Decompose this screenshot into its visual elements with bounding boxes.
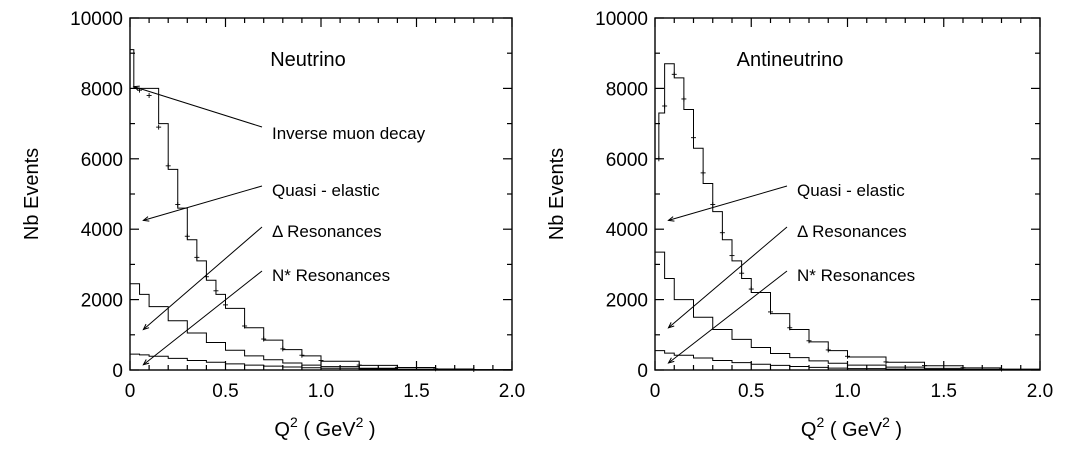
y-axis-title: Nb Events: [546, 148, 568, 240]
data-point: [280, 346, 286, 352]
data-point: [318, 357, 324, 363]
y-tick-label: 10000: [595, 9, 648, 30]
data-point: [787, 325, 793, 331]
data-point: [768, 309, 773, 315]
panel-title: Antineutrino: [737, 49, 844, 71]
x-tick-label: 1.5: [931, 381, 957, 402]
annotation-label: N* Resonances: [797, 266, 915, 285]
data-point: [883, 359, 889, 365]
x-axis-title: Q2 ( GeV2 ): [274, 414, 375, 441]
annotation-arrowhead: [142, 323, 150, 331]
data-point: [175, 202, 181, 208]
y-tick-label: 0: [112, 361, 123, 382]
x-axis-title-part: 2: [816, 414, 824, 430]
x-axis-title-part: ): [890, 419, 902, 441]
data-point: [845, 353, 850, 359]
x-tick-label: 2.0: [499, 381, 525, 402]
annotation-arrowhead: [132, 85, 140, 91]
annotation-arrowhead: [142, 359, 150, 366]
data-point: [662, 103, 668, 109]
data-point: [299, 352, 305, 358]
annotation-arrow: [143, 185, 263, 221]
y-tick-label: 10000: [70, 9, 123, 30]
data-point: [806, 338, 812, 344]
y-tick-label: 4000: [81, 220, 123, 241]
x-axis-title: Q2 ( GeV2 ): [801, 414, 902, 441]
y-tick-label: 8000: [81, 79, 123, 100]
data-point: [165, 163, 171, 169]
x-axis-title-part: 2: [882, 414, 890, 430]
annotation-arrow: [668, 270, 788, 364]
data-point: [719, 230, 725, 236]
x-tick-label: 1.5: [403, 381, 429, 402]
annotation-arrow: [143, 226, 263, 330]
data-point: [194, 254, 200, 260]
data-point: [729, 253, 735, 259]
annotation-label: Inverse muon decay: [272, 124, 426, 143]
data-point: [242, 323, 248, 329]
annotation-arrow: [143, 270, 263, 366]
x-axis-title-part: Q: [801, 419, 817, 441]
annotation-arrowhead: [667, 357, 675, 364]
x-tick-label: 2.0: [1027, 381, 1053, 402]
x-tick-label: 0.5: [738, 381, 764, 402]
annotation-arrow: [133, 86, 263, 128]
y-tick-label: 8000: [606, 79, 648, 100]
x-tick-label: 0: [125, 381, 136, 402]
data-point: [739, 270, 745, 276]
data-point: [681, 96, 687, 102]
data-point: [213, 288, 219, 294]
panel-title: Neutrino: [270, 49, 346, 71]
y-axis-title: Nb Events: [21, 148, 43, 240]
data-point: [671, 71, 677, 77]
x-axis-title-part: ( GeV: [824, 419, 882, 441]
data-point: [184, 233, 190, 239]
annotation-label: Δ Resonances: [797, 222, 907, 241]
x-axis-title-part: 2: [356, 414, 364, 430]
data-point: [691, 135, 696, 141]
x-tick-label: 1.0: [834, 381, 860, 402]
data-point: [748, 286, 754, 292]
data-point: [146, 92, 152, 98]
y-tick-label: 6000: [81, 150, 123, 171]
data-point: [825, 347, 831, 353]
x-axis-title-part: ): [363, 419, 375, 441]
annotation-arrow: [668, 226, 788, 329]
x-axis-title-part: Q: [274, 419, 290, 441]
y-tick-label: 2000: [606, 291, 648, 312]
y-tick-label: 4000: [606, 220, 648, 241]
histogram-series-3: [654, 251, 1040, 371]
histogram-series-4: [654, 350, 1040, 371]
x-tick-label: 0: [650, 381, 661, 402]
annotation-arrowhead: [142, 216, 150, 222]
annotation-label: Quasi - elastic: [272, 181, 380, 200]
data-point: [700, 170, 706, 176]
y-tick-label: 2000: [81, 291, 123, 312]
annotation-label: N* Resonances: [272, 266, 390, 285]
histogram-series-1: [129, 49, 512, 371]
x-tick-label: 1.0: [308, 381, 334, 402]
data-point: [710, 202, 716, 208]
histogram-series-4: [129, 353, 512, 371]
annotation-arrow: [668, 185, 788, 221]
data-point: [223, 302, 228, 308]
annotation-label: Quasi - elastic: [797, 181, 905, 200]
y-tick-label: 0: [637, 361, 648, 382]
x-axis-title-part: ( GeV: [298, 419, 356, 441]
annotation-arrowhead: [667, 216, 675, 222]
data-point: [261, 336, 267, 342]
x-tick-label: 0.5: [212, 381, 238, 402]
data-point: [656, 156, 662, 162]
x-axis-title-part: 2: [290, 414, 298, 430]
data-point: [156, 124, 162, 130]
y-tick-label: 6000: [606, 150, 648, 171]
annotation-arrowhead: [667, 322, 675, 329]
annotation-label: Δ Resonances: [272, 222, 382, 241]
